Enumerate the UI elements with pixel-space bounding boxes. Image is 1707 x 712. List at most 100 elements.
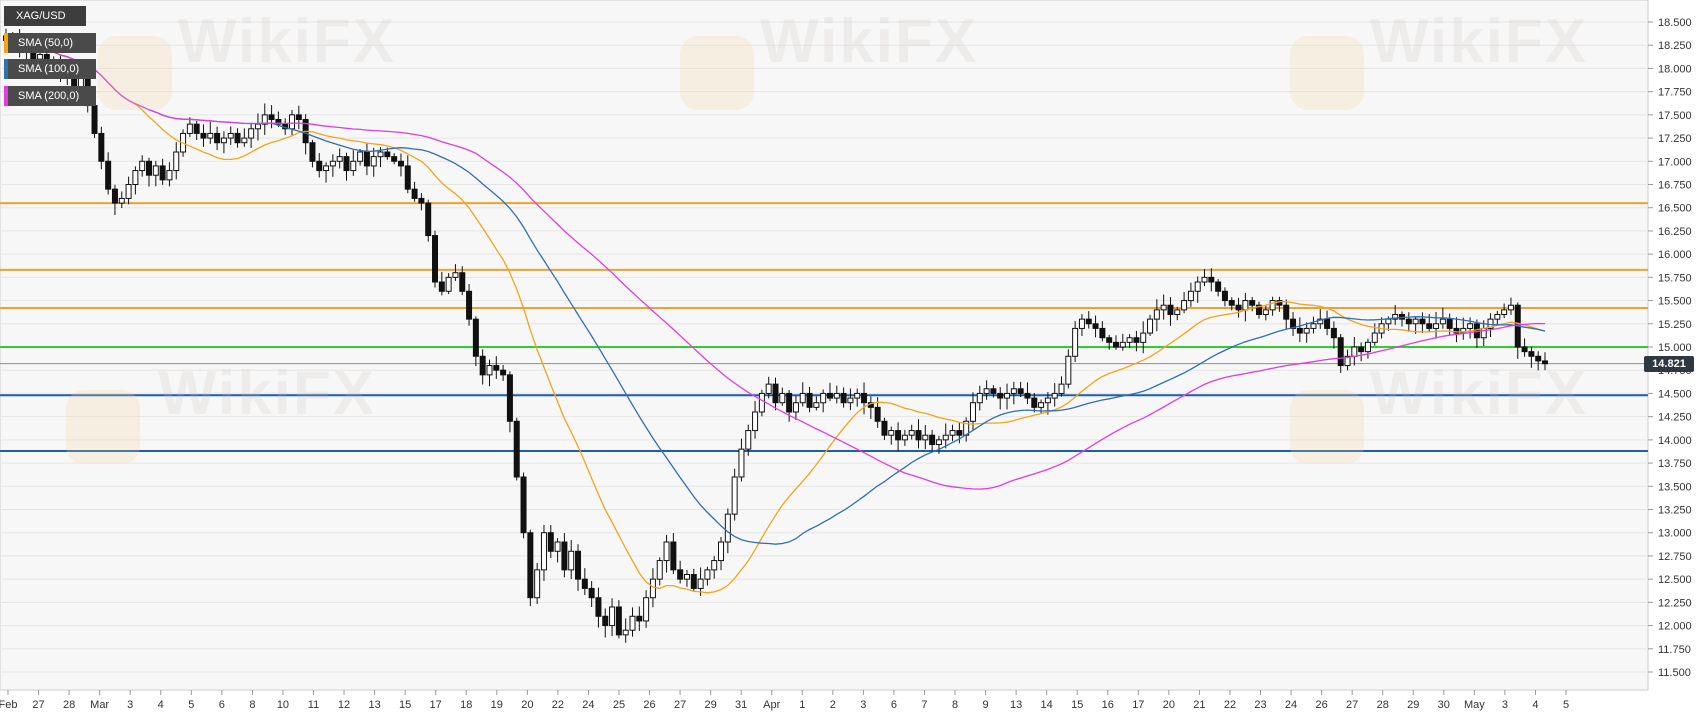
legend-sma200[interactable]: SMA (200,0)	[4, 86, 96, 106]
candle-body	[152, 165, 159, 176]
candle-body	[1092, 323, 1099, 329]
x-tick-label: 24	[582, 699, 594, 711]
candle-body	[745, 430, 752, 450]
candle-body	[146, 160, 153, 176]
candle-body	[118, 197, 125, 204]
candle-body	[1242, 300, 1249, 311]
y-tick-label: 11.750	[1658, 644, 1691, 656]
candle-body	[609, 606, 616, 627]
candle-body	[1262, 309, 1269, 316]
candle-body	[1344, 355, 1351, 367]
candle-body	[1140, 332, 1147, 343]
candle-body	[1167, 304, 1174, 316]
candle-body	[329, 160, 336, 167]
x-tick-label: 26	[1315, 699, 1327, 711]
candle-body	[1235, 304, 1242, 311]
y-tick-label: 13.250	[1658, 505, 1692, 517]
candle-body	[602, 615, 609, 627]
x-tick-label: 7	[921, 699, 927, 711]
candle-body	[479, 355, 486, 376]
candle-body	[1439, 318, 1446, 325]
candle-body	[813, 402, 820, 408]
candle-body	[411, 188, 418, 199]
candle-body	[520, 476, 527, 534]
candle-body	[799, 392, 806, 404]
symbol-label[interactable]: XAG/USD	[4, 6, 86, 26]
x-tick-label: 28	[1377, 699, 1389, 711]
candle-body	[425, 202, 432, 237]
candle-body	[1446, 318, 1453, 329]
y-axis: 18.500 18.250 18.000 17.750 17.500 17.250 17.0…	[1648, 17, 1692, 679]
candle-body	[983, 388, 990, 394]
candle-body	[513, 420, 520, 478]
x-tick-label: 18	[460, 699, 472, 711]
y-tick-label: 13.750	[1658, 458, 1692, 470]
candle-body	[500, 369, 507, 376]
x-tick-label: 1	[799, 699, 805, 711]
candle-body	[1542, 360, 1548, 365]
candle-body	[438, 281, 445, 292]
y-tick-label: 11.500	[1658, 667, 1691, 679]
candle-body	[1521, 346, 1528, 353]
candle-body	[942, 434, 949, 441]
candle-body	[404, 165, 411, 190]
candle-body	[704, 569, 711, 580]
candle-body	[901, 434, 908, 441]
candle-body	[1528, 351, 1535, 357]
candle-body	[1017, 388, 1024, 394]
candle-body	[874, 406, 881, 422]
candle-body	[295, 114, 302, 120]
y-tick-label: 16.750	[1658, 180, 1692, 192]
candle-body	[1330, 327, 1337, 339]
candle-body	[888, 430, 895, 436]
sma200-line	[5, 37, 1546, 490]
candle-body	[792, 402, 799, 413]
candle-body	[997, 392, 1004, 399]
x-tick-label: 4	[1532, 699, 1538, 711]
y-tick-label: 14.500	[1658, 388, 1692, 400]
x-tick-label: Apr	[763, 699, 780, 711]
y-tick-label: 17.500	[1658, 110, 1692, 122]
candle-body	[833, 392, 840, 399]
candle-body	[854, 392, 861, 399]
candle-body	[316, 160, 323, 172]
candle-body	[1153, 309, 1160, 320]
symbol-text: XAG/USD	[16, 10, 66, 22]
candle-body	[397, 160, 404, 167]
candle-body	[248, 128, 255, 139]
y-tick-label: 17.750	[1658, 87, 1692, 99]
legend-sma50[interactable]: SMA (50,0)	[4, 33, 96, 53]
candle-body	[227, 132, 234, 139]
x-tick-label: 29	[1407, 699, 1419, 711]
candle-body	[649, 578, 656, 599]
sma-lines	[5, 37, 1546, 594]
x-axis: Feb 27 28 Mar 3 4 5 6 8 10 11 12 13 15 17 18 19 20 22 24 25 2…	[0, 690, 1569, 711]
candle-body	[1119, 341, 1126, 348]
candle-body	[1065, 355, 1072, 385]
candle-body	[1187, 290, 1194, 302]
candle-body	[949, 430, 956, 436]
watermark-logo	[1290, 390, 1364, 464]
x-tick-label: 31	[735, 699, 747, 711]
candle-body	[1126, 337, 1133, 343]
candle-body	[370, 156, 377, 167]
candle-body	[418, 197, 425, 204]
candle-body	[629, 615, 636, 631]
watermark-logo	[1290, 36, 1364, 110]
candle-body	[350, 160, 357, 172]
candle-body	[220, 137, 227, 144]
candle-body	[527, 532, 534, 599]
candle-body	[643, 597, 650, 622]
legend-sma100[interactable]: SMA (100,0)	[4, 59, 96, 79]
watermark-text: WikiFX	[1370, 7, 1589, 76]
candle-body	[1371, 332, 1378, 343]
candle-body	[125, 184, 132, 199]
grid-lines	[0, 21, 1648, 673]
y-tick-label: 18.000	[1658, 63, 1692, 75]
candle-body	[1112, 341, 1119, 348]
candle-body	[1194, 281, 1201, 292]
x-tick-label: 19	[491, 699, 503, 711]
x-tick-label: Mar	[90, 699, 109, 711]
candle-body	[193, 123, 200, 134]
